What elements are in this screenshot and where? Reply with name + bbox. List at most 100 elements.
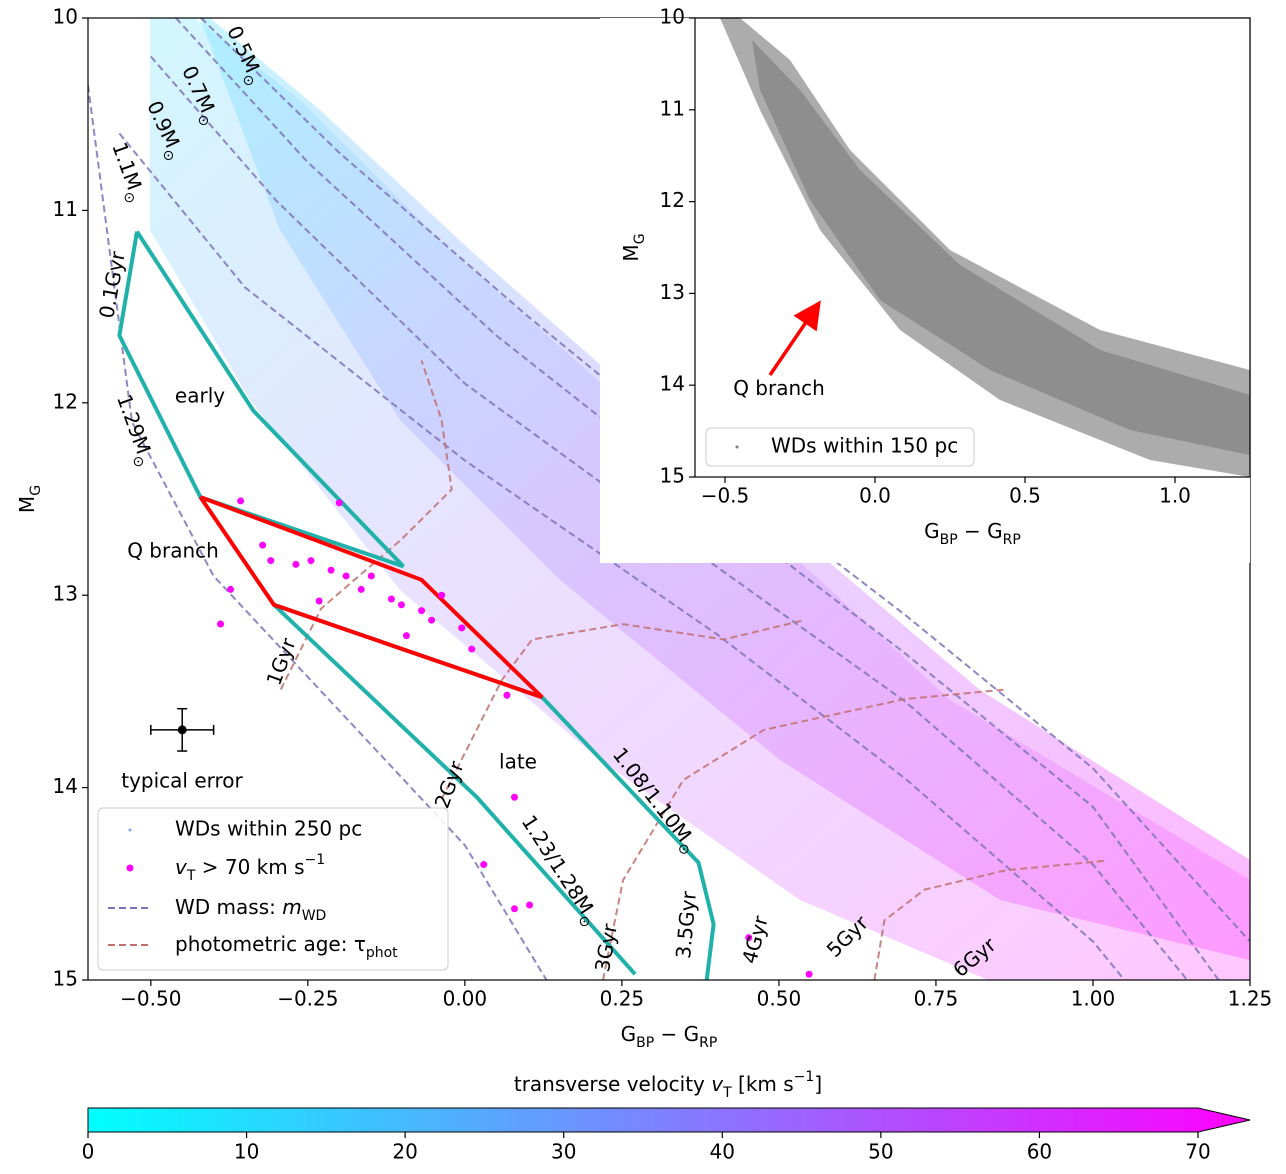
- colorbar-label-part: ]: [814, 1072, 822, 1096]
- high-velocity-point: [526, 901, 534, 909]
- curve: [602, 688, 1006, 980]
- annotation: 1Gyr: [261, 634, 300, 688]
- x-tick-label: −0.25: [277, 987, 338, 1011]
- y-tick-label: 11: [660, 96, 685, 120]
- annotation-part: 4Gyr: [737, 912, 773, 966]
- x-tick-label: 1.00: [1071, 987, 1116, 1011]
- legend-marker: [735, 445, 739, 449]
- y-tick-label: 13: [53, 582, 78, 606]
- high-velocity-point: [227, 585, 235, 593]
- legend-label: WDs within 250 pc: [175, 817, 362, 841]
- annotation-part: 1.1M: [108, 139, 147, 193]
- curve: [118, 132, 1126, 980]
- error-label: typical error: [121, 769, 243, 793]
- curve: [873, 859, 1107, 980]
- annotation: 4Gyr: [737, 912, 773, 966]
- high-velocity-point: [458, 624, 466, 632]
- x-tick-label: 1.0: [1159, 484, 1191, 508]
- high-velocity-point: [357, 585, 365, 593]
- region: [117, 230, 405, 569]
- high-velocity-point: [315, 597, 323, 605]
- annotation: 1.23/1.28M⊙: [513, 810, 606, 931]
- high-velocity-point: [510, 905, 518, 913]
- y-axis-label-part: G: [28, 485, 44, 496]
- high-velocity-point: [387, 595, 395, 603]
- y-tick-label: 10: [53, 5, 78, 29]
- x-axis-label-part: RP: [699, 1035, 717, 1051]
- inset-legend-box: [705, 427, 975, 467]
- colorbar-label-part: transverse velocity: [514, 1072, 711, 1096]
- region: [198, 495, 544, 700]
- high-velocity-point: [335, 499, 343, 507]
- x-tick-label: 0.25: [600, 987, 645, 1011]
- high-velocity-point: [438, 591, 446, 599]
- colorbar-tick-label: 50: [868, 1140, 893, 1164]
- colorbar-tick-label: 60: [1027, 1140, 1052, 1164]
- high-velocity-point: [397, 601, 405, 609]
- colorbar-tick-label: 20: [392, 1140, 417, 1164]
- high-velocity-point: [367, 572, 375, 580]
- high-velocity-point: [805, 970, 813, 978]
- legend-label: vT > 70 km s−1: [175, 852, 325, 884]
- region-label: late: [499, 750, 537, 774]
- high-velocity-point: [468, 645, 476, 653]
- y-tick-label: 12: [53, 389, 78, 413]
- inset-density-core: [752, 40, 1250, 455]
- annotation: 1.1M⊙: [103, 139, 152, 206]
- y-axis-label: MG: [619, 233, 649, 261]
- high-velocity-point: [745, 934, 753, 942]
- high-velocity-point: [217, 620, 225, 628]
- high-velocity-point: [402, 632, 410, 640]
- colorbar-tick-label: 40: [710, 1140, 735, 1164]
- y-axis-label-part: M: [15, 496, 39, 513]
- high-velocity-point: [327, 566, 335, 574]
- legend-label-part: m: [282, 895, 301, 919]
- annotation-part: ⊙: [119, 190, 138, 206]
- legend-marker: [128, 828, 132, 832]
- curve: [150, 55, 1188, 980]
- y-tick-label: 15: [660, 464, 685, 488]
- y-tick-label: 13: [660, 280, 685, 304]
- annotation-part: Q branch: [733, 376, 825, 400]
- y-tick-label: 15: [53, 967, 78, 991]
- y-tick-label: 14: [53, 774, 78, 798]
- legend-label-part: τ: [354, 932, 366, 956]
- colorbar-tick-label: 70: [1185, 1140, 1210, 1164]
- axes-frame: [694, 17, 1251, 478]
- high-velocity-point: [503, 691, 511, 699]
- colorbar: [87, 1107, 1251, 1133]
- annotation-part: 3.5Gyr: [671, 890, 701, 960]
- high-velocity-point: [510, 793, 518, 801]
- high-velocity-point: [307, 557, 315, 565]
- y-axis-label-part: G: [632, 233, 648, 244]
- x-axis-label-part: G: [924, 519, 940, 543]
- annotation-part: ⊙: [129, 454, 148, 470]
- y-tick-label: 11: [53, 197, 78, 221]
- colorbar-label-part: [km s: [732, 1072, 794, 1096]
- x-axis-label-part: RP: [1003, 532, 1021, 548]
- x-axis-label-part: − G: [654, 1022, 699, 1046]
- annotation-arrow: [768, 300, 821, 376]
- legend-label-part: T: [186, 868, 196, 884]
- annotation: Q branch: [733, 376, 825, 400]
- high-velocity-point: [342, 572, 350, 580]
- high-velocity-point: [418, 607, 426, 615]
- legend-box: [97, 807, 449, 971]
- legend-label-part: v: [175, 855, 188, 879]
- annotation: 3.5Gyr: [671, 890, 701, 960]
- high-velocity-point: [292, 560, 300, 568]
- high-velocity-point: [237, 497, 245, 505]
- x-axis-label-part: − G: [958, 519, 1003, 543]
- legend-label-part: > 70 km s: [195, 855, 304, 879]
- x-tick-label: 0.5: [1009, 484, 1041, 508]
- x-axis-label: GBP − GRP: [924, 519, 1021, 549]
- error-point: [177, 725, 187, 735]
- x-tick-label: 0.0: [859, 484, 891, 508]
- y-tick-label: 14: [660, 372, 685, 396]
- curve: [88, 85, 548, 980]
- x-axis-label-part: BP: [636, 1035, 654, 1051]
- colorbar-label-part: −1: [794, 1069, 815, 1085]
- annotation-part: 1Gyr: [261, 634, 300, 688]
- y-tick-label: 10: [660, 5, 685, 29]
